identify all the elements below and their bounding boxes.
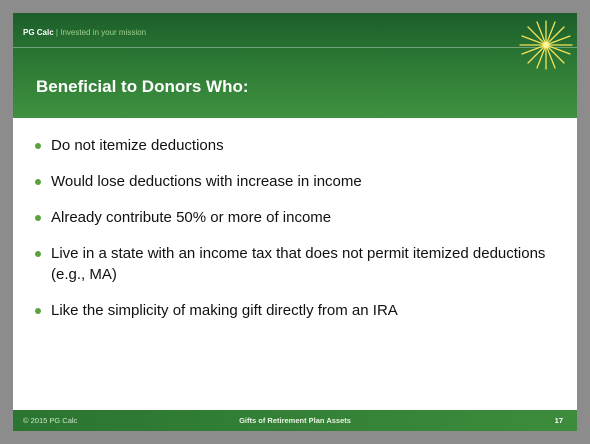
bullet-dot [35, 143, 41, 149]
bullet-text: Would lose deductions with increase in i… [51, 173, 362, 190]
header: PG Calc | Invested in your mission Benef… [13, 13, 577, 118]
bullet-item: Would lose deductions with increase in i… [33, 171, 553, 192]
divider [13, 47, 577, 48]
bullet-item: Live in a state with an income tax that … [33, 243, 553, 285]
page-number: 17 [554, 416, 563, 425]
separator: | [55, 28, 58, 37]
bullet-dot [35, 215, 41, 221]
bullet-text: Do not itemize deductions [51, 137, 224, 154]
bullet-item: Do not itemize deductions [33, 135, 553, 156]
bullet-dot [35, 179, 41, 185]
slide: PG Calc | Invested in your mission Benef… [13, 13, 577, 431]
bullet-text: Live in a state with an income tax that … [51, 245, 546, 283]
brand-name: PG Calc [23, 28, 54, 37]
bullet-item: Already contribute 50% or more of income [33, 207, 553, 228]
copyright: © 2015 PG Calc [23, 416, 78, 425]
tagline: Invested in your mission [60, 28, 147, 37]
footer: © 2015 PG Calc Gifts of Retirement Plan … [13, 410, 577, 431]
brand: PG Calc | Invested in your mission [23, 28, 146, 37]
bullet-text: Like the simplicity of making gift direc… [51, 302, 398, 319]
bullet-dot [35, 251, 41, 257]
bullet-dot [35, 308, 41, 314]
starburst [519, 20, 573, 70]
footer-title: Gifts of Retirement Plan Assets [239, 416, 351, 425]
bullet-text: Already contribute 50% or more of income [51, 209, 332, 226]
bullet-list: Do not itemize deductions Would lose dedu… [33, 135, 553, 336]
slide-title: Beneficial to Donors Who: [36, 77, 249, 96]
bullet-item: Like the simplicity of making gift direc… [33, 300, 553, 321]
